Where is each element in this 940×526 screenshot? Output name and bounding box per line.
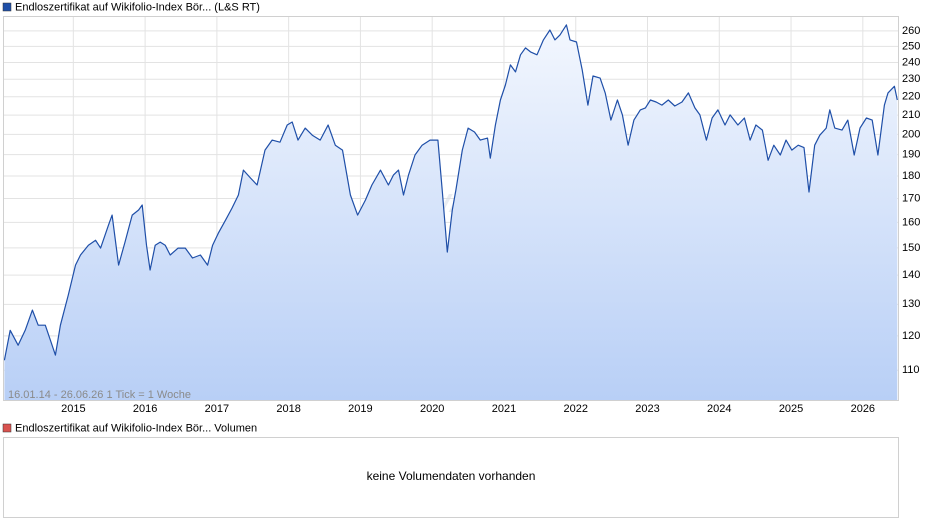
x-tick-label: 2023 bbox=[635, 403, 659, 415]
info-text: 16.01.14 - 26.06.26 1 Tick = 1 Woche bbox=[8, 389, 191, 401]
x-tick-label: 2022 bbox=[564, 403, 588, 415]
x-tick-label: 2025 bbox=[779, 403, 803, 415]
y-tick-label: 220 bbox=[902, 91, 920, 103]
y-tick-label: 260 bbox=[902, 25, 920, 37]
y-tick-label: 200 bbox=[902, 128, 920, 140]
y-tick-label: 170 bbox=[902, 192, 920, 204]
plot-area: ARIVA.DE bbox=[3, 16, 898, 401]
x-tick-label: 2015 bbox=[61, 403, 85, 415]
volume-panel bbox=[3, 437, 899, 518]
y-tick-label: 160 bbox=[902, 216, 920, 228]
y-tick-label: 190 bbox=[902, 149, 920, 161]
y-tick-label: 230 bbox=[902, 73, 920, 85]
x-tick-label: 2018 bbox=[276, 403, 300, 415]
x-tick-label: 2019 bbox=[348, 403, 372, 415]
legend-swatch bbox=[2, 423, 12, 433]
x-tick-label: 2021 bbox=[492, 403, 516, 415]
legend-label: Endloszertifikat auf Wikifolio-Index Bör… bbox=[15, 1, 260, 13]
x-tick-label: 2016 bbox=[133, 403, 157, 415]
y-tick-label: 120 bbox=[902, 330, 920, 342]
x-tick-label: 2024 bbox=[707, 403, 731, 415]
y-tick-label: 180 bbox=[902, 170, 920, 182]
legend-swatch bbox=[2, 2, 12, 12]
y-tick-label: 140 bbox=[902, 269, 920, 281]
volume-note: keine Volumendaten vorhanden bbox=[367, 469, 536, 483]
x-tick-label: 2017 bbox=[205, 403, 229, 415]
price-line bbox=[3, 24, 898, 361]
volume-legend-label: Endloszertifikat auf Wikifolio-Index Bör… bbox=[15, 422, 257, 434]
x-tick-label: 2026 bbox=[851, 403, 875, 415]
plot-frame bbox=[3, 16, 899, 401]
y-tick-label: 250 bbox=[902, 40, 920, 52]
y-tick-label: 110 bbox=[902, 364, 920, 376]
price-area bbox=[4, 24, 898, 401]
y-tick-label: 210 bbox=[902, 109, 920, 121]
y-tick-label: 150 bbox=[902, 242, 920, 254]
x-tick-label: 2020 bbox=[420, 403, 444, 415]
y-tick-label: 240 bbox=[902, 56, 920, 68]
y-tick-label: 130 bbox=[902, 298, 920, 310]
